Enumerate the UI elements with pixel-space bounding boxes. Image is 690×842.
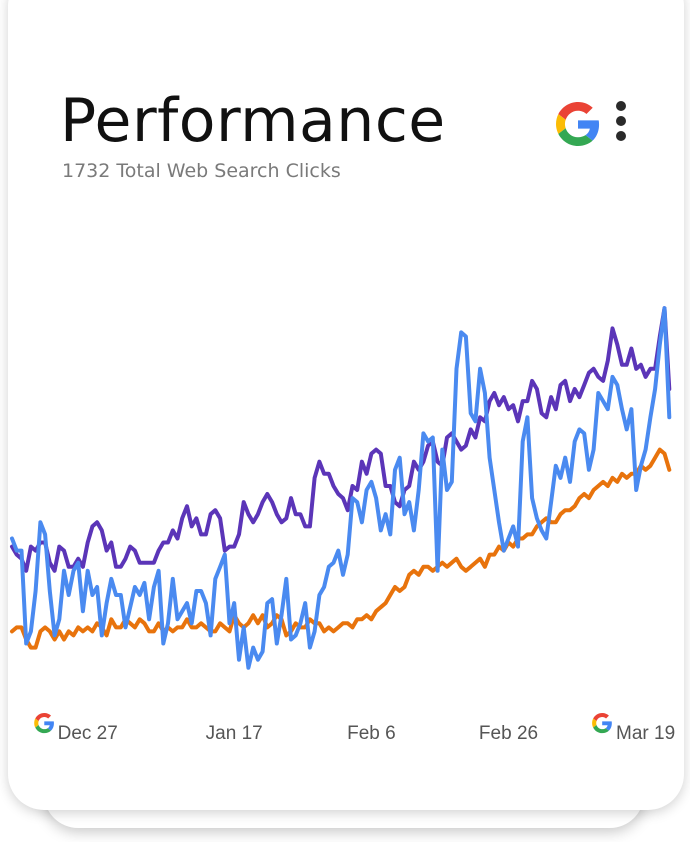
performance-card [8,0,684,810]
x-axis-ticks: Dec 27 Jan 17 Feb 6 Feb 26 Mar 19 [33,712,675,744]
series-line-1 [10,306,672,670]
series-layer [10,306,672,670]
x-tick-label: Feb 26 [479,723,538,744]
page-title: Performance [60,86,446,156]
x-tick-label: Mar 19 [616,723,675,744]
menu-dot [616,116,626,126]
series-line-0 [10,306,672,573]
series-line-2 [10,447,672,650]
x-tick-label: Jan 17 [206,723,263,744]
google-g-icon [33,712,56,734]
x-tick-label: Dec 27 [58,723,118,744]
x-tick-label: Feb 6 [347,723,396,744]
google-g-icon [556,102,600,146]
menu-dot [616,101,626,111]
total-clicks-subtitle: 1732 Total Web Search Clicks [62,160,341,182]
more-vert-icon[interactable] [612,98,630,146]
google-g-icon [591,712,614,734]
menu-dot [616,131,626,141]
